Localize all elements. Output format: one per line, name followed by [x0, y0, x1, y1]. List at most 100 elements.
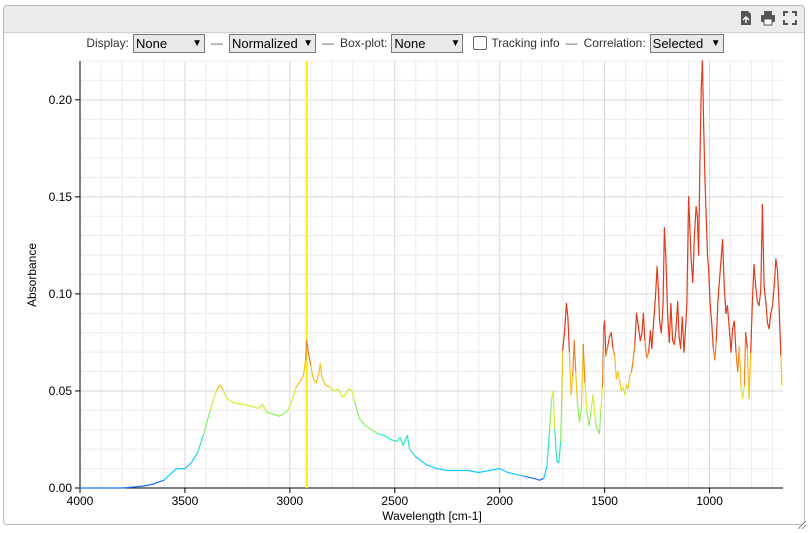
spectrum-segment — [699, 89, 702, 163]
spectrum-segment — [723, 285, 727, 314]
spectrum-segment — [425, 464, 438, 470]
spectrum-segment — [750, 301, 754, 353]
spectrum-segment — [358, 417, 366, 427]
spectrum-segment — [554, 429, 558, 462]
x-tick-label: 2000 — [486, 494, 513, 508]
fullscreen-icon[interactable] — [782, 10, 798, 26]
spectrum-segment — [693, 206, 697, 237]
spectrum-segment — [733, 320, 737, 353]
chart-axes — [75, 61, 783, 493]
spectrum-segment — [312, 376, 317, 384]
spectrum-segment — [780, 355, 783, 386]
boxplot-select-value: None — [394, 35, 426, 51]
dash-separator: — — [565, 36, 578, 50]
boxplot-select[interactable]: None ▼ — [391, 33, 464, 53]
spectrum-segment — [565, 303, 569, 318]
spectrum-segment — [578, 405, 583, 423]
spectrum-segment — [624, 384, 628, 396]
chevron-down-icon: ▼ — [710, 37, 721, 49]
spectrum-segment — [627, 374, 631, 390]
correlation-select[interactable]: Selected ▼ — [649, 33, 724, 53]
spectrum-segment — [341, 394, 347, 398]
spectrum-segment — [287, 400, 293, 411]
spectrum-segment — [629, 370, 633, 376]
spectrum-segment — [383, 435, 392, 441]
spectrum-segment — [614, 355, 618, 380]
y-tick-label: 0.20 — [49, 93, 73, 107]
panel-header — [4, 6, 804, 33]
spectrum-segment — [226, 398, 234, 404]
spectrum-segment — [203, 409, 211, 435]
print-icon[interactable] — [760, 10, 776, 26]
spectrum-segment — [662, 227, 666, 307]
spectrum-segment — [219, 384, 224, 390]
spectrum-segment — [190, 452, 199, 464]
spectrum-segment — [603, 320, 607, 357]
spectrum-segment — [310, 365, 314, 378]
normalization-select[interactable]: Normalized ▼ — [229, 33, 317, 53]
spectrum-segment — [257, 403, 264, 409]
dash-separator: — — [322, 36, 335, 50]
spectrum-segment — [307, 351, 312, 367]
spectrum-segment — [689, 225, 692, 260]
y-tick-label: 0.10 — [49, 287, 73, 301]
spectrum-segment — [730, 328, 734, 353]
normalization-select-value: Normalized — [232, 35, 298, 51]
spectrum-segment — [436, 468, 448, 472]
spectrum-segment — [582, 343, 586, 384]
spectrum-segment — [546, 429, 551, 468]
spectrum-segment — [619, 380, 623, 392]
spectrum-segment — [656, 266, 659, 289]
x-tick-label: 1500 — [591, 494, 618, 508]
spectrum-segment — [415, 456, 427, 466]
spectrum-segment — [697, 161, 701, 256]
spectrum-segment — [344, 388, 350, 396]
spectrum-segment — [755, 285, 759, 303]
y-axis-title: Absorbance — [25, 243, 39, 307]
x-axis-title: Wavelength [cm-1] — [382, 509, 482, 523]
spectrum-segment — [524, 475, 534, 479]
display-label: Display: — [86, 36, 130, 50]
spectrum-segment — [396, 436, 401, 442]
resize-handle-icon[interactable] — [798, 521, 806, 529]
spectrum-segment — [548, 398, 553, 431]
spectrum-segment — [348, 388, 353, 392]
tick-labels: 4000 3500 3000 2500 2000 1500 1000 0.00 0.05 0.10… — [49, 93, 724, 508]
spectrum-segment — [632, 343, 636, 361]
spectrum-segment — [742, 384, 746, 400]
spectrum-segment — [299, 374, 305, 382]
spectrum-segment — [329, 386, 335, 392]
spectrum-segment — [665, 258, 669, 314]
spectrum-segment — [295, 380, 301, 388]
spectrum-segment — [660, 305, 664, 334]
spectrum-segment — [637, 324, 641, 342]
boxplot-label: Box-plot: — [340, 36, 388, 50]
spectrum-series — [79, 60, 783, 489]
spectrum-segment — [507, 471, 518, 475]
spectrum-segment — [773, 258, 777, 287]
spectrum-segment — [305, 339, 308, 361]
spectrum-segment — [714, 339, 717, 361]
spectrum-segment — [351, 390, 356, 404]
x-tick-label: 1000 — [696, 494, 723, 508]
spectrum-segment — [283, 409, 289, 415]
display-select[interactable]: None ▼ — [133, 33, 206, 53]
spectrum-segment — [743, 332, 747, 386]
spectrum-segment — [687, 196, 691, 227]
export-icon[interactable] — [738, 10, 754, 26]
spectrum-segment — [558, 440, 562, 464]
spectrum-segment — [704, 176, 707, 217]
tracking-info-checkbox[interactable] — [473, 36, 488, 50]
spectrum-segment — [763, 285, 767, 303]
spectrum-segment — [399, 436, 404, 446]
spectrum-segment — [196, 433, 205, 454]
spectrum-segment — [262, 403, 268, 413]
spectrum-segment — [302, 359, 307, 376]
spectrum-segment — [121, 485, 144, 489]
spectrum-segment — [408, 448, 417, 458]
spectrum-segment — [584, 382, 588, 411]
spectrum-segment — [543, 466, 548, 479]
spectrum-segment — [711, 322, 714, 349]
spectrum-segment — [651, 320, 655, 349]
